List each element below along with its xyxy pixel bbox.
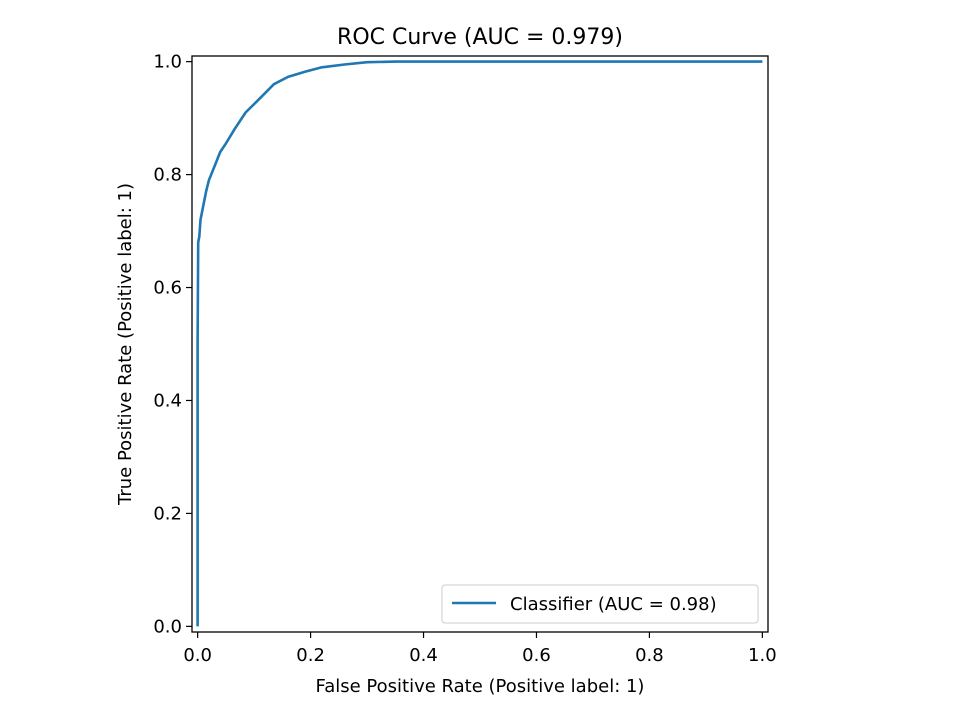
x-tick-label: 0.0 bbox=[183, 645, 212, 666]
y-tick-label: 0.8 bbox=[153, 165, 182, 186]
x-tick-label: 0.4 bbox=[409, 645, 438, 666]
y-tick-label: 1.0 bbox=[153, 52, 182, 73]
x-tick-label: 0.8 bbox=[635, 645, 664, 666]
legend-label: Classifier (AUC = 0.98) bbox=[510, 594, 717, 615]
legend: Classifier (AUC = 0.98) bbox=[441, 584, 759, 624]
x-axis-label: False Positive Rate (Positive label: 1) bbox=[316, 676, 645, 697]
plot-area bbox=[196, 60, 763, 627]
y-tick-label: 0.4 bbox=[153, 390, 182, 411]
y-tick-label: 0.6 bbox=[153, 278, 182, 299]
roc-curve-line bbox=[196, 60, 763, 627]
y-tick-label: 0.2 bbox=[153, 503, 182, 524]
legend-box bbox=[441, 584, 759, 624]
axis-ticks: 0.0 0.2 0.4 0.6 0.8 1.0 0.0 0.2 0.4 0.6 0.8 1.0 bbox=[153, 52, 776, 666]
y-axis-label: True Positive Rate (Positive label: 1) bbox=[115, 183, 136, 506]
x-tick-label: 0.6 bbox=[522, 645, 551, 666]
chart-title: ROC Curve (AUC = 0.979) bbox=[337, 25, 623, 50]
x-tick-label: 0.2 bbox=[296, 645, 325, 666]
axes-frame bbox=[191, 55, 769, 633]
x-tick-label: 1.0 bbox=[748, 645, 777, 666]
y-tick-label: 0.0 bbox=[153, 616, 182, 637]
